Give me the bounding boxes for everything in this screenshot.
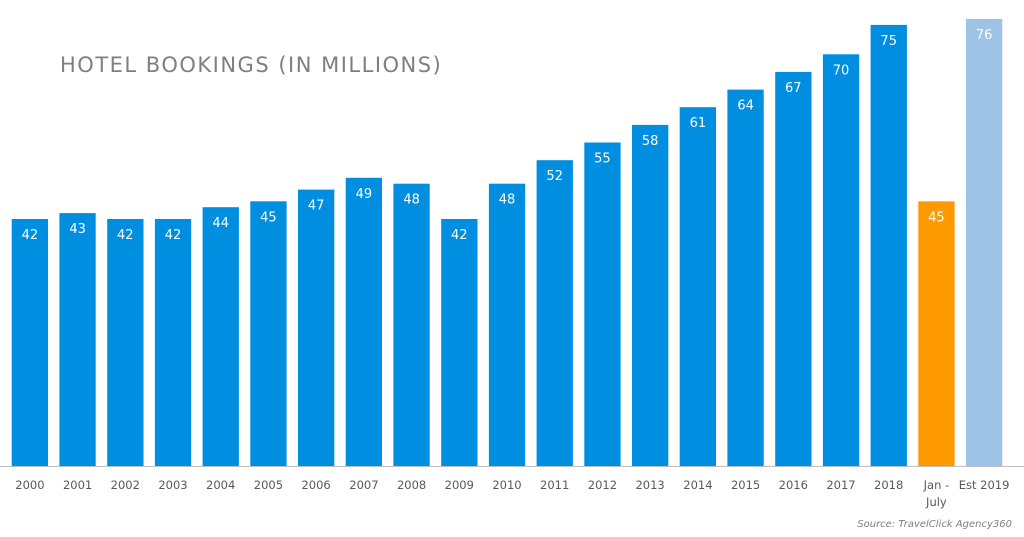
x-tick-label-10: 2010: [492, 478, 521, 492]
bar-6: [298, 189, 335, 466]
value-label-3: 42: [165, 228, 182, 243]
bar-16: [775, 71, 812, 467]
x-tick-label-2: 2002: [111, 478, 140, 492]
x-tick-label-18: 2018: [874, 478, 903, 492]
x-tick-label-0: 2000: [15, 478, 44, 492]
bar-17: [822, 54, 860, 467]
bar-13: [632, 124, 669, 467]
value-labels-group: 42 43 42 42 44 45 47 49 48 42 48 52 55 58 61 64 67 70 75 45…: [22, 28, 993, 243]
bar-15: [727, 89, 764, 466]
bar-19: [918, 201, 955, 467]
bar-2: [107, 219, 144, 466]
value-label-5: 45: [260, 210, 277, 225]
x-tick-label-13: 2013: [635, 478, 664, 492]
chart-title: HOTEL BOOKINGS (IN MILLIONS): [60, 53, 442, 77]
value-label-6: 47: [308, 199, 325, 214]
value-label-4: 44: [212, 216, 229, 231]
value-label-14: 61: [690, 116, 707, 131]
bar-14: [679, 107, 716, 466]
bar-18: [870, 24, 907, 467]
value-label-10: 48: [499, 193, 516, 208]
x-tick-label-19: Jan -July: [923, 478, 950, 509]
x-tick-label-17: 2017: [826, 478, 855, 492]
value-label-11: 52: [546, 169, 563, 184]
value-label-19: 45: [928, 210, 945, 225]
x-tick-label-12: 2012: [588, 478, 617, 492]
value-label-17: 70: [833, 63, 850, 78]
bar-1: [59, 213, 96, 466]
value-label-18: 75: [880, 34, 897, 49]
x-tick-label-9: 2009: [445, 478, 474, 492]
bar-8: [393, 183, 430, 466]
bar-0: [11, 219, 48, 466]
x-tick-labels-group: 2000 2001 2002 2003 2004 2005 2006 2007 2008 2009…: [15, 478, 1009, 509]
value-label-15: 64: [737, 99, 754, 114]
value-label-8: 48: [403, 193, 420, 208]
x-tick-label-15: 2015: [731, 478, 760, 492]
bar-12: [584, 142, 621, 466]
value-label-13: 58: [642, 134, 659, 149]
bars-group: [11, 19, 1003, 467]
value-label-16: 67: [785, 81, 802, 96]
bar-7: [345, 177, 382, 467]
source-note: Source: TravelClick Agency360: [857, 519, 1012, 530]
bar-5: [250, 201, 287, 467]
x-tick-label-20: Est 2019: [959, 478, 1010, 492]
value-label-9: 42: [451, 228, 468, 243]
x-tick-label-16: 2016: [779, 478, 808, 492]
bar-3: [154, 219, 192, 466]
value-label-0: 42: [22, 228, 39, 243]
bar-11: [536, 160, 573, 466]
bar-4: [202, 207, 239, 466]
value-label-12: 55: [594, 152, 611, 167]
bar-9: [441, 219, 478, 466]
x-tick-label-11: 2011: [540, 478, 569, 492]
x-tick-label-3: 2003: [158, 478, 187, 492]
x-tick-label-6: 2006: [301, 478, 330, 492]
value-label-7: 49: [356, 187, 373, 202]
value-label-20: 76: [976, 28, 993, 43]
x-tick-label-7: 2007: [349, 478, 378, 492]
x-tick-label-14: 2014: [683, 478, 712, 492]
bar-20: [966, 19, 1003, 466]
value-label-2: 42: [117, 228, 134, 243]
value-label-1: 43: [69, 222, 86, 237]
x-tick-label-1: 2001: [63, 478, 92, 492]
x-tick-label-5: 2005: [254, 478, 283, 492]
x-tick-label-4: 2004: [206, 478, 235, 492]
x-tick-label-8: 2008: [397, 478, 426, 492]
bar-10: [488, 183, 526, 466]
